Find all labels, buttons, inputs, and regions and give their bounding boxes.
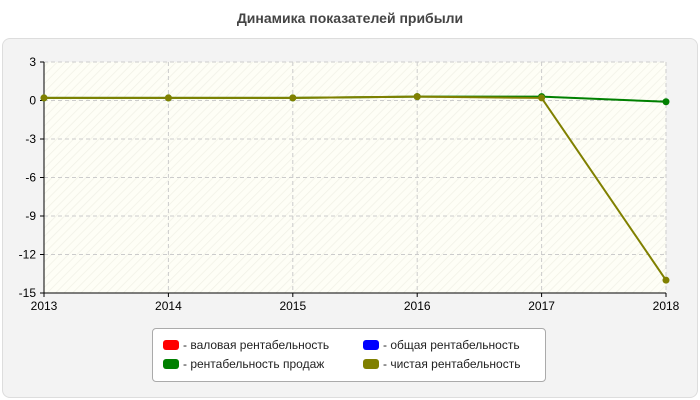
data-point-series-3 (662, 276, 670, 284)
data-point-series-3 (538, 94, 546, 102)
series-line-3 (44, 95, 667, 281)
x-tick-label: 2016 (404, 299, 431, 313)
y-tick-label: -12 (19, 248, 37, 262)
legend-label: - общая рентабельность (383, 338, 520, 352)
x-tick-label: 2013 (31, 299, 58, 313)
y-tick-labels: 3 0 -3 -6 -9 -12 -15 (19, 55, 37, 300)
y-tick-label: 0 (29, 94, 36, 108)
legend-swatch-blue (363, 340, 379, 350)
legend-item-gross-margin[interactable]: - валовая рентабельность (163, 338, 329, 352)
legend-swatch-green (163, 359, 179, 369)
y-tick-label: -6 (25, 171, 36, 185)
x-tick-label: 2018 (653, 299, 680, 313)
x-tick-label: 2017 (528, 299, 555, 313)
legend-item-net-margin[interactable]: - чистая рентабельность (363, 357, 520, 371)
grid-lines (44, 61, 667, 293)
y-tick-label: -3 (25, 132, 36, 146)
data-point-series-3 (164, 94, 172, 102)
y-tick-label: -9 (25, 209, 36, 223)
x-tick-label: 2014 (155, 299, 182, 313)
data-point-series-3 (413, 93, 421, 101)
legend-item-overall-margin[interactable]: - общая рентабельность (363, 338, 520, 352)
legend: - валовая рентабельность - общая рентабе… (152, 328, 546, 382)
x-tick-labels: 2013 2014 2015 2016 2017 2018 (31, 299, 680, 313)
legend-swatch-olive (363, 359, 379, 369)
y-tick-label: -15 (19, 286, 37, 300)
legend-label: - валовая рентабельность (183, 338, 330, 352)
legend-swatch-red (163, 340, 179, 350)
data-point-series-3 (40, 94, 48, 102)
legend-label: - чистая рентабельность (383, 357, 521, 371)
series-lines (40, 93, 670, 284)
data-point-series-2 (662, 98, 670, 106)
legend-item-sales-margin[interactable]: - рентабельность продаж (163, 357, 324, 371)
x-tick-label: 2015 (279, 299, 306, 313)
y-tick-label: 3 (29, 55, 36, 69)
chart-title: Динамика показателей прибыли (236, 10, 464, 26)
data-point-series-3 (289, 94, 297, 102)
legend-label: - рентабельность продаж (183, 357, 325, 371)
